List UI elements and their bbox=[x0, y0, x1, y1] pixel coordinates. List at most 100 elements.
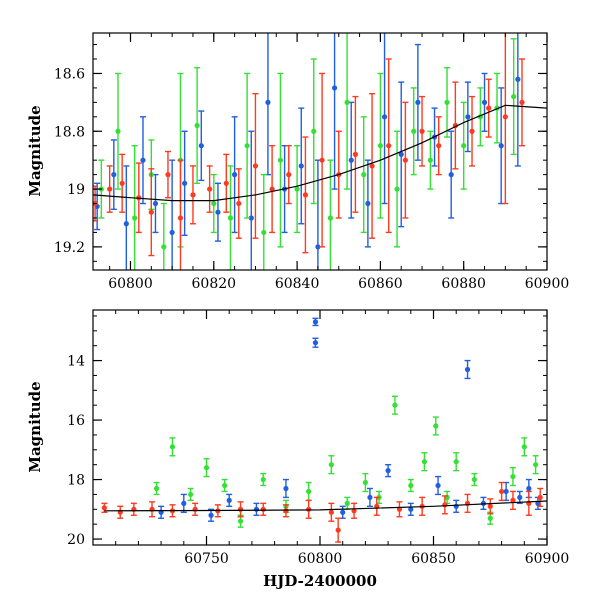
bottom-data-point bbox=[442, 502, 448, 508]
bottom-y-axis-label: Magnitude bbox=[26, 381, 44, 472]
top-data-point bbox=[165, 172, 171, 178]
top-data-point bbox=[436, 143, 442, 149]
bottom-data-point bbox=[453, 503, 459, 509]
top-data-point bbox=[244, 143, 250, 149]
bottom-data-point bbox=[283, 485, 289, 492]
bottom-data-point bbox=[340, 509, 346, 515]
bottom-data-point bbox=[487, 503, 493, 509]
bottom-data-point bbox=[517, 494, 523, 501]
top-data-point bbox=[519, 99, 525, 105]
bottom-data-point bbox=[471, 476, 477, 483]
top-data-point bbox=[302, 192, 309, 198]
top-data-point bbox=[444, 99, 450, 105]
bottom-data-point bbox=[510, 497, 516, 503]
top-data-point bbox=[511, 93, 517, 100]
top-x-tick-label: 60860 bbox=[358, 276, 403, 292]
top-x-tick-label: 60900 bbox=[525, 276, 570, 292]
top-data-point bbox=[269, 186, 275, 192]
top-x-tick-label: 60840 bbox=[275, 276, 320, 292]
bottom-x-axis-label: HJD-2400000 bbox=[263, 572, 377, 590]
top-data-point bbox=[311, 128, 317, 134]
top-data-point bbox=[261, 229, 267, 236]
top-data-point bbox=[161, 244, 167, 250]
top-data-point bbox=[140, 157, 146, 163]
bottom-x-tick-label: 60750 bbox=[184, 551, 229, 567]
top-data-point bbox=[169, 229, 175, 236]
top-data-point bbox=[207, 186, 213, 192]
bottom-data-point bbox=[101, 505, 107, 511]
top-series-2 bbox=[93, 33, 526, 270]
top-y-tick-label: 18.8 bbox=[54, 124, 85, 140]
top-y-tick-label: 18.6 bbox=[54, 66, 85, 82]
top-data-point bbox=[148, 209, 154, 215]
bottom-data-point bbox=[153, 485, 160, 492]
top-data-point bbox=[365, 200, 371, 207]
top-data-point bbox=[236, 200, 242, 207]
bottom-data-point bbox=[367, 494, 373, 501]
top-data-point bbox=[115, 128, 121, 134]
bottom-data-point bbox=[408, 506, 414, 512]
bottom-data-point bbox=[283, 508, 289, 514]
bottom-data-point bbox=[335, 527, 341, 533]
top-panel: 60800 60820 60840 60860 60880 60900 18.6 18.8 19… bbox=[26, 32, 569, 292]
bottom-x-tick-label: 60850 bbox=[411, 551, 456, 567]
bottom-data-point bbox=[385, 468, 391, 474]
bottom-ticks: 60750 60800 60850 60900 14 16 18 20 bbox=[67, 310, 569, 567]
bottom-x-tick-label: 60900 bbox=[525, 551, 570, 567]
top-data-point bbox=[327, 215, 334, 221]
bottom-data-point bbox=[503, 488, 509, 495]
top-data-point bbox=[411, 128, 417, 134]
top-data-point bbox=[152, 200, 159, 207]
bottom-y-tick-label: 20 bbox=[67, 532, 85, 548]
bottom-data-point bbox=[208, 512, 214, 518]
top-series-0 bbox=[94, 33, 521, 270]
top-data-point bbox=[111, 172, 117, 178]
bottom-data-point bbox=[533, 462, 539, 468]
top-data-point bbox=[402, 157, 408, 163]
bottom-data-point bbox=[464, 366, 471, 373]
top-data-point bbox=[265, 99, 271, 105]
top-data-point bbox=[298, 163, 304, 169]
top-data-point bbox=[481, 99, 488, 105]
bottom-data-point bbox=[453, 459, 459, 465]
bottom-data-point bbox=[487, 515, 493, 521]
top-y-axis-label: Magnitude bbox=[26, 105, 44, 196]
bottom-data-point bbox=[188, 491, 194, 498]
top-data-point bbox=[211, 200, 217, 207]
bottom-data-point bbox=[328, 509, 334, 515]
bottom-data-point bbox=[253, 506, 260, 512]
bottom-series-1 bbox=[153, 395, 539, 528]
top-data-point bbox=[369, 163, 375, 169]
top-data-point bbox=[198, 143, 204, 149]
bottom-data-point bbox=[306, 506, 312, 512]
top-data-point bbox=[415, 99, 421, 105]
top-data-point bbox=[315, 244, 321, 250]
bottom-data-point bbox=[237, 506, 244, 512]
bottom-y-tick-label: 14 bbox=[67, 354, 85, 370]
top-data-point bbox=[465, 114, 471, 120]
top-y-tick-label: 19.2 bbox=[54, 240, 85, 256]
top-data-point bbox=[502, 114, 508, 120]
bottom-data-point bbox=[260, 506, 266, 512]
bottom-data-point bbox=[433, 423, 439, 429]
top-data-point bbox=[331, 85, 338, 91]
top-data-point bbox=[361, 172, 367, 178]
bottom-data-point bbox=[312, 319, 319, 325]
bottom-trend-curve bbox=[104, 500, 547, 512]
bottom-data-point bbox=[421, 459, 428, 465]
bottom-data-point bbox=[351, 508, 357, 514]
bottom-data-point bbox=[169, 444, 176, 450]
bottom-data-point bbox=[181, 500, 187, 506]
top-data-point bbox=[386, 143, 392, 149]
top-ticks: 60800 60820 60840 60860 60880 60900 18.6 18.8 19… bbox=[54, 33, 569, 292]
top-data-point bbox=[352, 151, 359, 157]
top-data-point bbox=[215, 209, 221, 215]
bottom-data-point bbox=[237, 518, 244, 524]
top-plot-area bbox=[93, 33, 547, 270]
top-data-point bbox=[515, 76, 521, 82]
bottom-series-0 bbox=[158, 317, 541, 522]
top-data-point bbox=[119, 180, 125, 186]
top-data-point bbox=[107, 186, 113, 192]
bottom-data-point bbox=[226, 497, 232, 503]
top-data-point bbox=[419, 128, 425, 134]
